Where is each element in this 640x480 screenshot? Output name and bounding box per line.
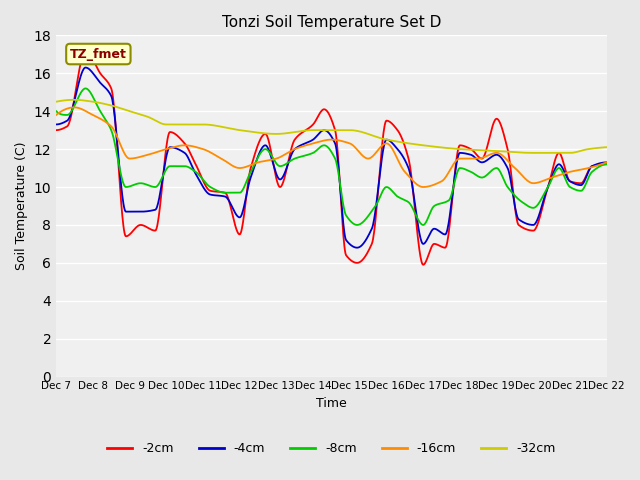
Line: -4cm: -4cm xyxy=(56,68,607,248)
Line: -8cm: -8cm xyxy=(56,88,607,225)
Line: -2cm: -2cm xyxy=(56,50,607,265)
-32cm xyxy=(275,131,283,137)
-16cm xyxy=(275,155,283,160)
-16cm xyxy=(431,181,439,187)
-2cm xyxy=(275,184,283,190)
-32cm xyxy=(70,97,78,103)
-8cm xyxy=(295,154,303,160)
-8cm xyxy=(52,108,60,114)
-32cm xyxy=(52,99,60,105)
-2cm xyxy=(109,94,116,100)
-32cm xyxy=(431,144,438,150)
-8cm xyxy=(419,222,427,228)
-16cm xyxy=(483,153,490,159)
-2cm xyxy=(493,116,500,121)
-2cm xyxy=(419,262,427,268)
-32cm xyxy=(603,144,611,150)
-16cm xyxy=(109,126,116,132)
Line: -16cm: -16cm xyxy=(56,108,607,187)
-16cm xyxy=(52,112,60,118)
-16cm xyxy=(295,144,303,150)
-4cm xyxy=(295,143,303,149)
-8cm xyxy=(431,203,439,208)
-4cm xyxy=(353,245,361,251)
-4cm xyxy=(275,176,283,182)
Title: Tonzi Soil Temperature Set D: Tonzi Soil Temperature Set D xyxy=(221,15,441,30)
-4cm xyxy=(81,65,89,71)
-16cm xyxy=(70,105,78,110)
-32cm xyxy=(295,129,303,134)
-4cm xyxy=(603,159,611,165)
-8cm xyxy=(483,172,490,178)
-32cm xyxy=(109,103,116,109)
-16cm xyxy=(603,159,611,165)
-8cm xyxy=(109,132,116,138)
Legend: -2cm, -4cm, -8cm, -16cm, -32cm: -2cm, -4cm, -8cm, -16cm, -32cm xyxy=(102,437,561,460)
-2cm xyxy=(431,241,439,247)
-4cm xyxy=(483,158,490,164)
-4cm xyxy=(52,121,60,127)
X-axis label: Time: Time xyxy=(316,397,347,410)
-16cm xyxy=(419,184,427,190)
-2cm xyxy=(81,48,89,53)
Text: TZ_fmet: TZ_fmet xyxy=(70,48,127,60)
-8cm xyxy=(275,163,283,169)
-4cm xyxy=(431,226,439,232)
-2cm xyxy=(295,132,303,138)
-2cm xyxy=(52,127,60,133)
-2cm xyxy=(603,161,611,167)
Line: -32cm: -32cm xyxy=(56,100,607,153)
-8cm xyxy=(81,85,89,91)
-4cm xyxy=(109,100,116,106)
-32cm xyxy=(492,148,500,154)
-4cm xyxy=(493,152,500,157)
-8cm xyxy=(493,165,500,171)
-8cm xyxy=(603,161,611,167)
-16cm xyxy=(493,150,500,156)
-32cm xyxy=(482,148,490,154)
-2cm xyxy=(483,146,490,152)
Y-axis label: Soil Temperature (C): Soil Temperature (C) xyxy=(15,142,28,270)
-32cm xyxy=(529,150,537,156)
